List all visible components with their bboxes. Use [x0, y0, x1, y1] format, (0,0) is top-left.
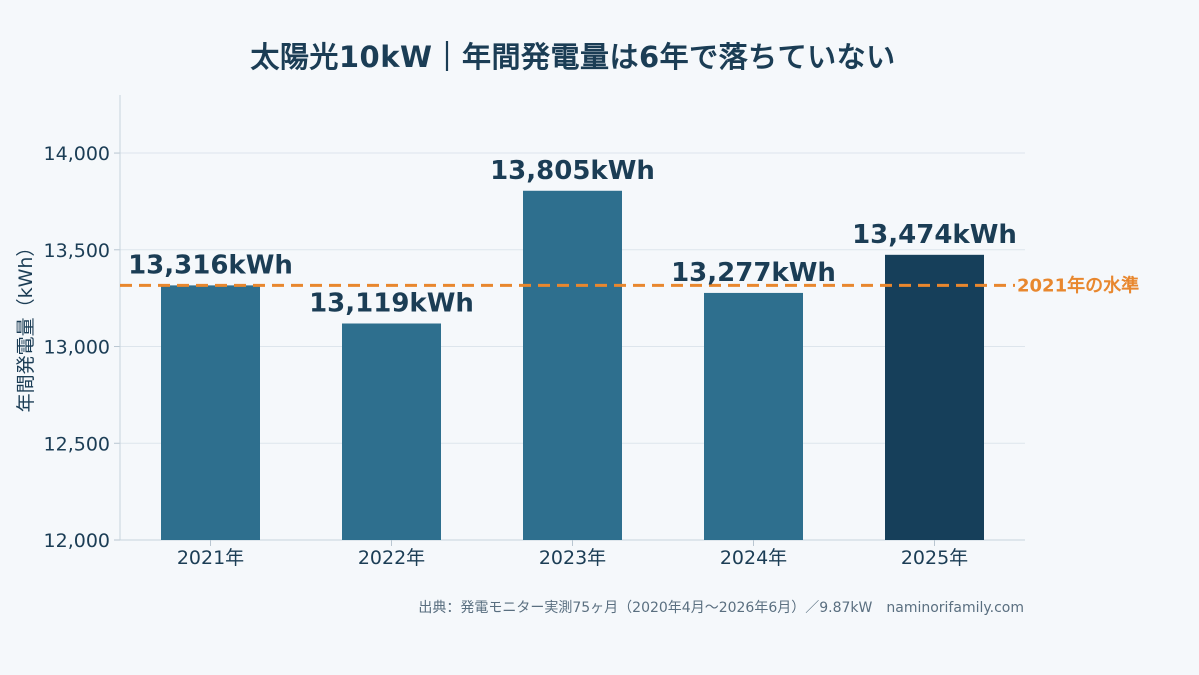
data-label: 13,316kWh: [128, 250, 293, 280]
x-tick-label: 2025年: [901, 547, 968, 569]
x-tick-label: 2024年: [720, 547, 787, 569]
bar-2021年: [161, 285, 260, 540]
bars: [161, 190, 984, 541]
x-tick-label: 2022年: [358, 547, 425, 569]
chart-title: 太陽光10kW｜年間発電量は6年で落ちていない: [250, 40, 896, 74]
data-label: 13,474kWh: [852, 220, 1017, 250]
data-labels: 13,316kWh 13,119kWh 13,805kWh 13,277kWh 13,4…: [128, 156, 1017, 319]
data-label: 13,805kWh: [490, 156, 655, 186]
bar-2022年: [342, 323, 441, 540]
source-note: 出典：発電モニター実測75ヶ月（2020年4月〜2026年6月）／9.87kW …: [418, 600, 1024, 616]
x-tick-label: 2021年: [177, 547, 244, 569]
y-tick-label: 12,500: [44, 433, 110, 455]
y-tick-label: 13,000: [44, 337, 110, 359]
y-tick-label: 12,000: [44, 530, 110, 552]
bar-2024年: [704, 292, 803, 540]
reference-line-group: 2021年の水準: [120, 274, 1139, 296]
x-tick-label: 2023年: [539, 547, 606, 569]
reference-line-label: 2021年の水準: [1017, 274, 1139, 296]
bar-2023年: [523, 190, 622, 541]
y-tick-label: 13,500: [44, 240, 110, 262]
y-tick-label: 14,000: [44, 143, 110, 165]
data-label: 13,119kWh: [309, 288, 474, 318]
data-label: 13,277kWh: [671, 258, 836, 288]
bar-2025年: [885, 254, 984, 540]
y-axis-title: 年間発電量（kWh）: [15, 238, 37, 413]
